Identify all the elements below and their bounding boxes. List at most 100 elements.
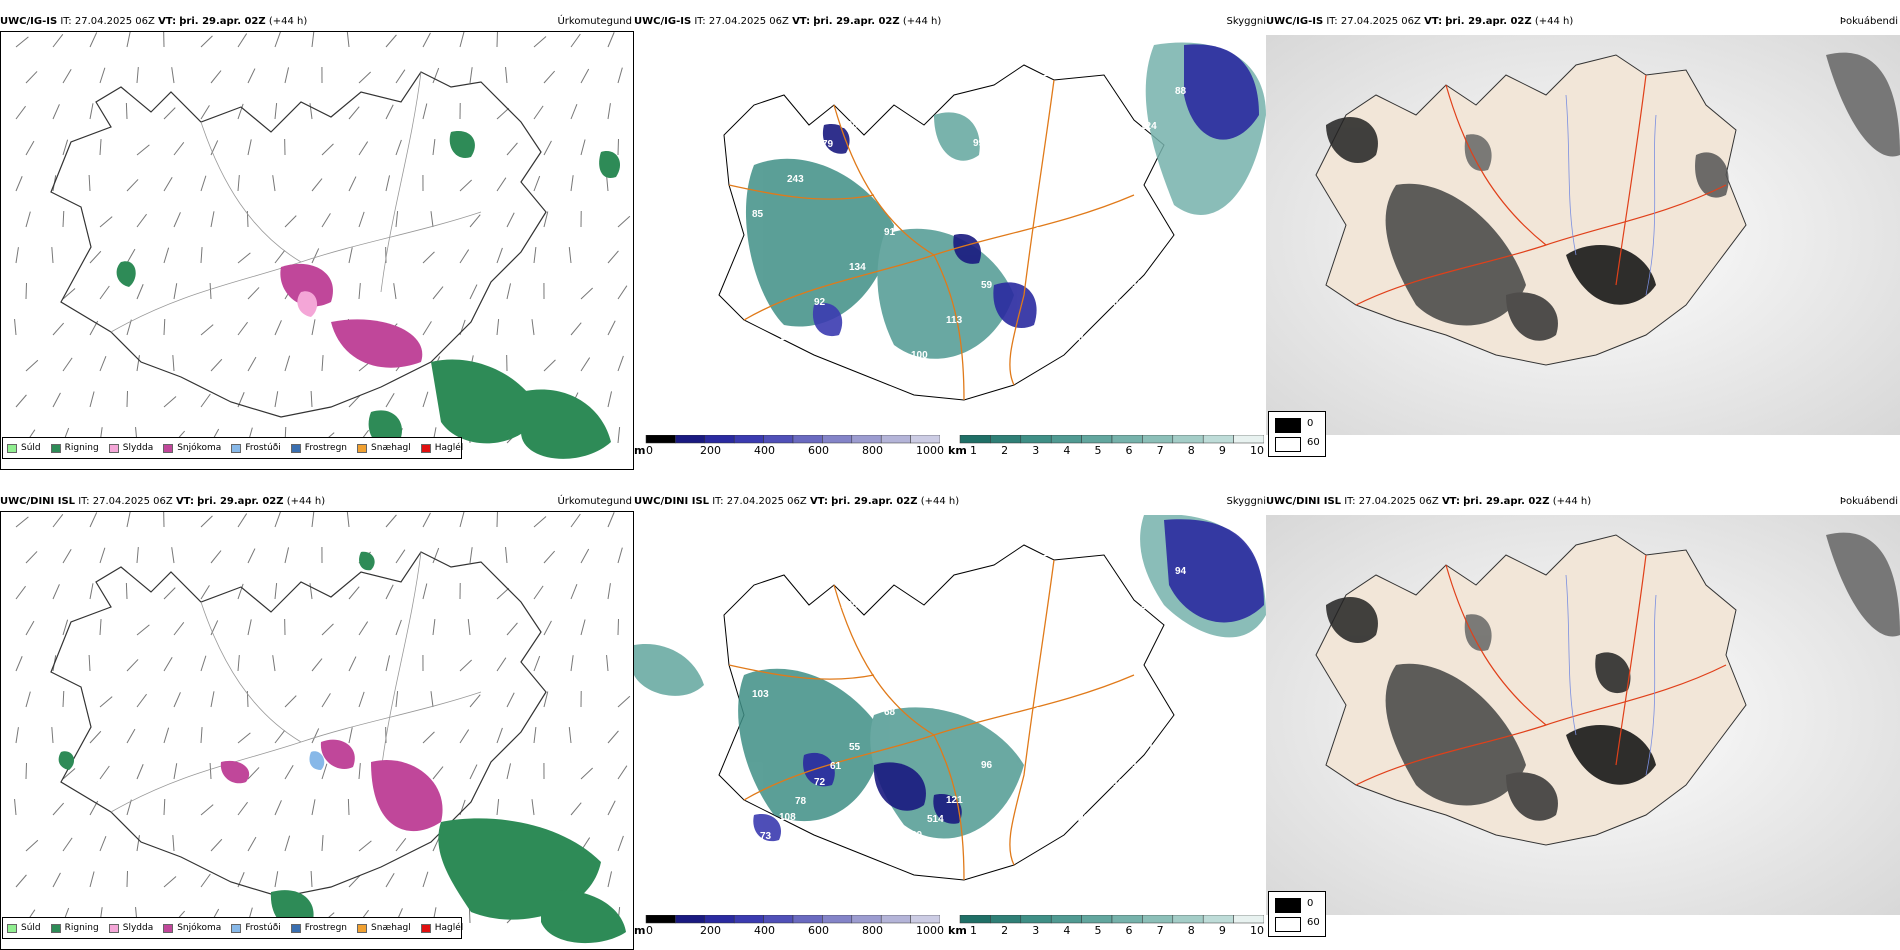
wind-barb [570,583,578,600]
cloud-base-label: 254 [919,672,936,683]
cloud-base-label: 96 [981,760,993,771]
cloud-base-label: 260 [1140,601,1157,612]
wind-barb [237,103,244,120]
iceland-outline [50,551,547,898]
colorbar-segment [1233,915,1264,924]
wind-barb [200,804,214,816]
wind-barb [284,695,297,708]
wind-barb [533,247,537,264]
precip-legend-item: Haglél [420,923,463,933]
wind-barb [469,764,478,780]
cloud-map: 107 125 94 171 144 108 108 98 117 86 72 30 100 162 103… [634,515,1266,915]
precip-legend-label: Snæhagl [371,923,411,933]
wind-barb [247,287,260,300]
panel-name: Úrkomutegund [557,496,632,507]
wind-barb [422,321,432,336]
colorbar-segment [1020,435,1052,444]
wind-barb [385,34,397,48]
visibility-tick-label: 6 [1125,444,1133,457]
wind-barb [274,730,286,744]
wind-barb [136,213,147,228]
colorbar-segment [792,915,823,924]
precip-legend-swatch [163,443,174,453]
wind-barb [210,70,222,84]
wind-barb [163,176,173,192]
cloud-base-label: 125 [1043,68,1060,79]
wind-barb [311,178,323,192]
wind-barb [15,247,19,264]
precip-legend-item: Frostúði [231,443,281,453]
visibility-tick-label: 1 [970,444,977,457]
fog-low-swatch [1275,898,1301,913]
precip-map-svg [14,32,631,459]
colorbar-segment [792,435,823,444]
wind-barb [580,767,594,780]
wind-barb [274,103,278,120]
wind-barb [348,176,357,192]
fog-high-label: 60 [1307,437,1320,448]
wind-barb [173,763,178,780]
cloud-base-label: 124 [1140,121,1157,132]
precip-legend-label: Frostúði [245,443,281,453]
panel-name: Skyggni [1226,496,1266,507]
colorbar-segment [990,915,1022,924]
wind-barb [385,872,395,888]
wind-barb [422,731,435,744]
wind-barb [617,547,623,564]
wind-barb [272,175,276,192]
wind-barb [89,250,102,264]
wind-barb [247,139,252,156]
wind-barb [274,583,278,600]
wind-barb [163,107,176,120]
wind-barb [247,548,256,564]
wind-barb [62,357,73,372]
visibility-tick-label: 7 [1156,444,1164,457]
panel-title: UWC/DINI ISL IT: 27.04.2025 06Z VT: þri.… [634,496,960,507]
colorbar-segment [880,915,911,924]
panel-name: Úrkomutegund [557,16,632,27]
wind-barb [237,321,248,336]
precip-legend-label: Frostregn [304,443,348,453]
cloud-base-label: 328 [841,120,858,131]
wind-barb [62,288,76,300]
wind-barb [348,395,361,408]
wind-barb [607,730,619,744]
wind-barb [385,175,391,192]
wind-barb [348,727,353,744]
wind-barb [62,139,69,156]
wind-barb [172,355,175,372]
cloud-base-label: 88 [1175,86,1187,97]
visibility-ticks: 1 2 3 4 5 6 7 8 9 10 [970,924,1264,938]
precip-legend-item: Súld [7,923,41,933]
cloud-panel-top: UWC/IG-IS IT: 27.04.2025 06Z VT: þri. 29… [634,15,1266,470]
wind-barb [89,583,94,600]
colorbar-segment [1081,435,1113,444]
cloud-base-tick-label: 800 [862,924,883,937]
wind-barb [171,67,175,84]
cloud-base-label: 95 [989,602,1001,613]
colorbar-segment [763,915,794,924]
cloud-base-label: 80 [1113,298,1125,309]
wind-barb [210,838,223,852]
wind-barb [274,512,281,528]
wind-barb [52,802,65,816]
wind-barb [506,763,512,780]
wind-barb [25,71,38,84]
wind-barb [385,392,395,408]
visibility-colorbar-svg [959,435,1264,444]
wind-barb [393,283,397,300]
cloud-base-label: 101 [787,654,804,665]
wind-barb [200,324,214,336]
wind-barb [533,585,544,600]
wind-barb [126,179,139,192]
wind-barb [284,835,291,852]
cloud-base-label: 86 [1167,724,1179,735]
cloud-base-label: 119 [779,332,796,343]
wind-barb [311,32,315,48]
wind-barb [99,619,102,636]
wind-barb [617,285,628,300]
wind-barb [432,766,444,780]
wind-barb [200,35,213,48]
wind-barb [284,67,290,84]
wind-barb [274,32,281,48]
